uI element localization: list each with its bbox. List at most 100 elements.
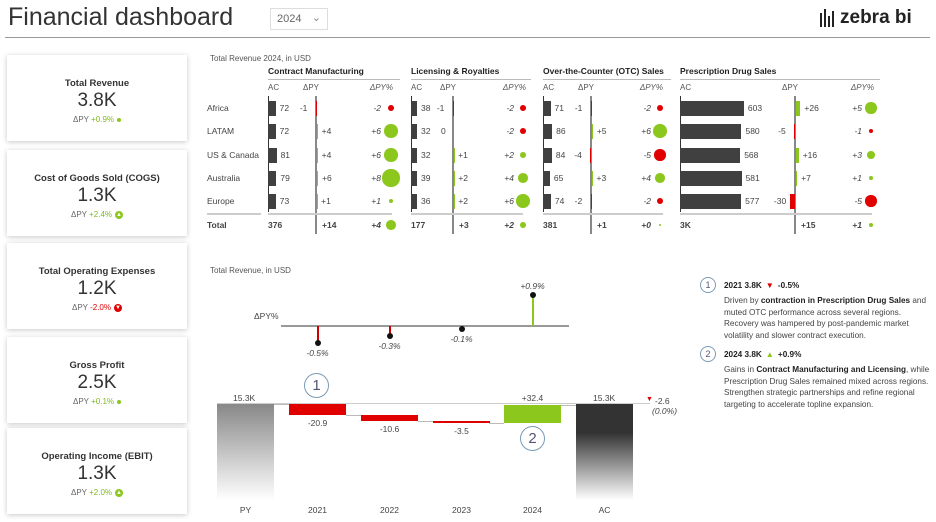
dpy-pct-value: -1 [854,126,862,136]
dpy-pct-dot [869,129,873,133]
ac-bar [268,148,277,163]
kpi-card[interactable]: Operating Income (EBIT) 1.3K ΔPY +2.0% ▲ [7,428,187,514]
kpi-card[interactable]: Gross Profit 2.5K ΔPY +0.1% [7,337,187,423]
dpy-bar [796,171,798,186]
dpy-pct-value: -5 [854,196,862,206]
ac-bar [543,124,553,139]
dpy-pct-dot [384,148,398,162]
ac-bar [680,148,741,163]
waterfall-delta-bar [504,405,561,423]
dpy-value: +5 [596,126,607,136]
kpi-card[interactable]: Total Operating Expenses 1.2K ΔPY -2.0% ▼ [7,243,187,329]
dpy-pct-axis [281,325,569,327]
total-ac: 376 [268,220,283,230]
ac-bar [411,194,417,209]
kpi-title: Total Operating Expenses [38,266,156,277]
page-title: Financial dashboard [8,3,234,31]
ac-value: 73 [279,196,290,206]
arrow-down-icon: ▼ [114,303,122,312]
total-divider [411,213,523,215]
kpi-delta-row: ΔPY +0.1% [7,397,187,406]
lollipop-dot [529,292,536,299]
dpy-pct-value: +1 [371,196,381,206]
total-dpy-pct: +2 [504,220,514,230]
dpy-pct-dot [869,176,873,180]
note-heading: 2024 3.8K ▲ +0.9% [724,349,936,361]
dpy-value: +2 [458,196,469,206]
py-bar [217,404,274,500]
col-header-dpy-pct: ΔPY% [639,83,663,92]
total-divider [268,213,392,215]
group-header: Prescription Drug Sales [680,66,777,76]
kpi-card[interactable]: Cost of Goods Sold (COGS) 1.3K ΔPY +2.4% ▲ [7,150,187,236]
zebra-logo-icon [820,9,834,27]
dpy-pct-dot [654,149,666,161]
kpi-delta-row: ΔPY +2.0% ▲ [7,488,187,497]
x-axis-label: 2023 [452,505,471,515]
ac-bar [411,124,417,139]
dpy-axis [315,96,317,234]
ac-value: 74 [554,196,565,206]
note-text: , while Prescription Drug Sales remained… [724,365,930,409]
dpy-pct-value: -5 [643,150,651,160]
group-header: Over-the-Counter (OTC) Sales [543,66,664,76]
dpy-bar [454,194,455,209]
lollipop-label: -0.3% [378,341,401,352]
kpi-delta-label: ΔPY [71,303,88,312]
ac-value: 603 [747,103,763,113]
kpi-value: 1.2K [77,278,117,299]
dpy-value: +16 [802,150,818,160]
dpy-bar [794,124,796,139]
waterfall-delta-bar [361,415,418,421]
col-header-dpy: ΔPY [440,83,457,92]
dpy-value: 0 [441,126,446,136]
dpy-pct-value: +5 [852,103,862,113]
note-heading: 2021 3.8K ▼ -0.5% [724,280,936,292]
ac-value: 84 [555,150,566,160]
dpy-pct-dot [520,105,526,111]
x-axis-label: AC [598,505,611,515]
dpy-axis [590,96,592,234]
kpi-card[interactable]: Total Revenue 3.8K ΔPY +0.9% [7,55,187,141]
dpy-pct-dot [653,124,667,138]
dpy-value: +2 [458,173,469,183]
note-highlight: Contract Manufacturing and Licensing [756,365,906,374]
ac-bar [543,148,552,163]
ac-bar [268,194,276,209]
ac-total-bar [576,404,633,500]
dpy-axis [452,96,454,234]
ac-value: 580 [745,126,760,136]
kpi-title: Operating Income (EBIT) [41,451,153,462]
total-dpy-pct-dot [659,224,661,226]
dpy-pct-value: +1 [852,173,862,183]
col-header-dpy-pct: ΔPY% [850,83,874,92]
dpy-pct-dot [382,169,400,187]
total-dpy: +3 [459,220,469,230]
ac-value: 32 [421,126,431,136]
reference-line [217,403,650,404]
dpy-pct-dot [389,199,393,203]
marker-2: 2 [520,426,545,451]
kpi-title: Gross Profit [69,360,125,371]
total-dpy-pct-dot [869,223,873,227]
dpy-pct-value: -2 [506,103,514,113]
note-heading-text: 2021 3.8K [724,281,762,290]
group-header: Contract Manufacturing [268,66,364,76]
total-ac: 3K [680,220,691,230]
total-dpy: +15 [801,220,816,230]
col-header-ac: AC [543,83,555,92]
ac-value: 32 [421,150,431,160]
dpy-value: -2 [574,196,583,206]
dpy-value: -5 [778,126,786,136]
year-dropdown[interactable]: 2024 ⌄ [270,8,328,30]
ac-value: 577 [745,196,760,206]
ac-bar [543,101,551,116]
dpy-bar [592,171,593,186]
dpy-pct-dot [516,194,530,208]
col-header-dpy: ΔPY [303,83,320,92]
triangle-down-icon: ▼ [765,281,774,290]
dpy-pct-value: -2 [643,196,651,206]
header-divider [5,37,930,38]
row-label: Australia [207,173,241,183]
ac-value: 81 [280,150,291,160]
